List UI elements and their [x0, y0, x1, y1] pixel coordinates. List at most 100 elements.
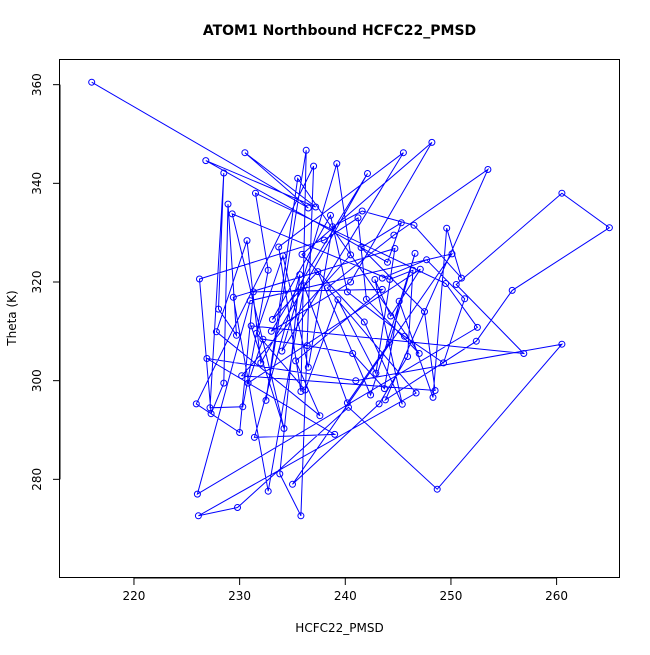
y-tick-label: 340: [30, 172, 44, 195]
data-point: [347, 251, 355, 259]
data-point: [390, 231, 398, 239]
data-point: [294, 174, 302, 182]
data-point: [334, 296, 342, 304]
data-point: [409, 266, 417, 274]
data-point: [249, 288, 257, 296]
data-point: [429, 393, 437, 401]
data-point: [357, 244, 365, 251]
y-axis-label: Theta (K): [5, 290, 19, 346]
data-point: [433, 485, 441, 493]
data-point: [202, 157, 210, 165]
data-point: [386, 338, 394, 346]
data-point: [88, 78, 96, 86]
data-point: [472, 337, 480, 345]
data-point: [520, 350, 528, 357]
data-point: [347, 278, 355, 286]
y-tick-label: 360: [30, 73, 44, 96]
data-point: [267, 327, 275, 335]
data-point: [358, 207, 366, 215]
data-point: [384, 258, 391, 266]
data-point: [264, 266, 272, 274]
data-point: [280, 425, 288, 432]
data-point: [264, 487, 272, 495]
data-point: [372, 369, 380, 377]
x-axis: 220 230 240 250 260: [123, 577, 568, 603]
data-point: [386, 276, 394, 283]
data-point: [431, 387, 439, 394]
data-point: [259, 335, 267, 343]
data-point: [193, 490, 201, 498]
data-point: [252, 189, 259, 197]
x-axis-label: HCFC22_PMSD: [295, 621, 383, 635]
data-point: [203, 355, 211, 362]
data-point: [298, 250, 306, 258]
data-point: [452, 281, 460, 288]
data-point: [605, 224, 613, 232]
data-point: [244, 379, 252, 387]
data-point: [354, 214, 362, 222]
data-point: [262, 396, 270, 404]
data-point: [220, 379, 228, 387]
x-tick-label: 250: [439, 589, 462, 603]
data-point: [233, 331, 240, 339]
data-point: [296, 271, 304, 279]
x-tick-label: 240: [334, 589, 357, 603]
data-point: [257, 359, 265, 367]
data-point: [440, 359, 447, 367]
data-point: [375, 400, 383, 408]
data-point: [253, 329, 260, 337]
data-point: [458, 274, 465, 282]
data-point: [558, 189, 566, 197]
data-point: [378, 274, 386, 282]
series-line: [91, 81, 611, 517]
data-point: [327, 211, 334, 219]
data-point: [192, 400, 200, 408]
data-point: [381, 396, 389, 404]
data-point: [228, 210, 236, 218]
data-point: [415, 350, 423, 357]
x-tick-label: 220: [123, 589, 146, 603]
data-point: [304, 204, 312, 212]
data-point: [352, 377, 360, 385]
data-point: [401, 332, 408, 340]
data-point: [391, 245, 399, 252]
data-point: [289, 480, 296, 488]
data-point: [397, 219, 405, 227]
data-point: [302, 146, 310, 154]
data-point: [423, 256, 431, 264]
data-point: [220, 169, 228, 177]
data-point: [411, 249, 419, 257]
data-point: [349, 350, 357, 357]
data-point: [279, 252, 287, 260]
data-point: [428, 138, 436, 146]
data-point: [206, 404, 214, 412]
data-point: [343, 399, 351, 407]
data-point: [473, 323, 481, 331]
data-point: [331, 430, 339, 438]
data-point: [378, 285, 386, 293]
data-point: [380, 385, 388, 393]
data-point: [323, 284, 331, 292]
data-point: [301, 386, 309, 394]
data-point: [239, 403, 247, 411]
data-point: [360, 318, 368, 326]
data-point: [371, 276, 379, 283]
data-point: [410, 221, 418, 229]
y-tick-label: 320: [30, 271, 44, 294]
data-point: [196, 275, 203, 283]
data-point: [212, 328, 220, 336]
data-point: [268, 316, 276, 323]
data-point: [395, 297, 403, 305]
y-tick-label: 300: [30, 369, 44, 392]
data-point: [367, 391, 375, 399]
data-point: [194, 512, 202, 520]
data-point: [246, 297, 254, 305]
data-point: [275, 243, 283, 251]
data-point: [300, 282, 308, 290]
data-point: [304, 363, 312, 371]
data-point: [278, 347, 286, 355]
data-point: [416, 265, 424, 273]
data-point: [297, 388, 305, 395]
data-point: [558, 340, 566, 348]
